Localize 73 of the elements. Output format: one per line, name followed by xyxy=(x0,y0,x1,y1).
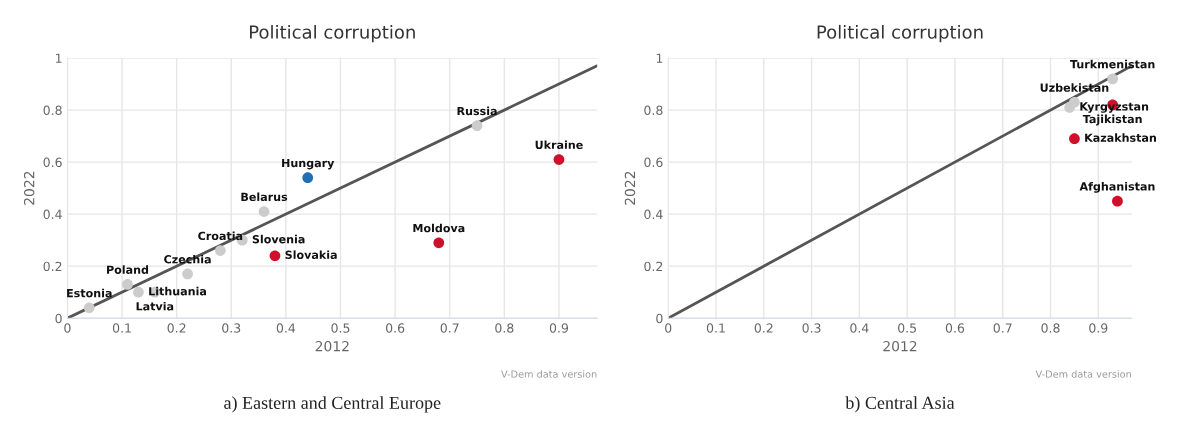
y-tick-label: 0.6 xyxy=(644,157,663,168)
annotation: Slovakia xyxy=(285,250,337,259)
y-tick-label: 0.8 xyxy=(43,105,62,116)
chart-title: Political corruption xyxy=(250,24,415,43)
x-tick-label: 0.8 xyxy=(495,323,514,333)
annotation: Russia xyxy=(457,106,497,116)
x-axis-title: 2012 xyxy=(883,340,917,352)
x-tick-label: 0 xyxy=(64,323,71,333)
x-tick-label: 0.1 xyxy=(706,323,725,333)
chart-title: Political corruption xyxy=(817,24,983,43)
text: V-Dem data version xyxy=(501,370,597,378)
y-tick-label: 1 xyxy=(55,53,62,63)
y-tick-label: 0.2 xyxy=(644,261,663,272)
y-tick-label: 0.6 xyxy=(43,157,62,168)
y-axis-title: 2022 xyxy=(23,171,35,205)
point xyxy=(1069,133,1080,145)
point xyxy=(1064,102,1076,113)
point xyxy=(269,250,281,262)
x-tick-label: 0.9 xyxy=(549,323,569,333)
y-tick-label: 1 xyxy=(656,53,663,63)
x-tick-label: 0.6 xyxy=(945,323,965,333)
annotation: Afghanistan xyxy=(1079,181,1155,193)
x-tick-label: 0 xyxy=(665,323,672,333)
x-tick-label: 0.1 xyxy=(112,323,131,333)
annotation: Tajikistan xyxy=(1082,114,1142,126)
annotation: Hungary xyxy=(282,158,335,170)
annotation: Turkmenistan xyxy=(1070,59,1155,69)
point xyxy=(1107,73,1119,85)
text: V-Dem data version xyxy=(1035,370,1131,378)
x-tick-label: 0.2 xyxy=(754,323,773,333)
y-tick-label: 0.4 xyxy=(644,209,663,220)
annotation: Belarus xyxy=(241,192,288,202)
point xyxy=(258,206,270,217)
point xyxy=(553,154,565,165)
x-tick-label: 0.4 xyxy=(850,323,869,333)
annotation: Lithuania xyxy=(149,286,207,296)
x-tick-label: 0.7 xyxy=(993,323,1012,333)
text: a) Eastern and Central Europe xyxy=(224,396,441,413)
x-tick-label: 0.5 xyxy=(898,323,917,333)
point xyxy=(133,286,144,298)
y-tick-label: 0 xyxy=(55,313,62,324)
x-tick-label: 0.6 xyxy=(386,323,405,333)
y-tick-label: 0.4 xyxy=(43,209,62,220)
point xyxy=(214,245,226,256)
x-tick-label: 0.5 xyxy=(331,323,350,333)
annotation: Ukraine xyxy=(535,140,583,150)
annotation: Slovenia xyxy=(252,234,305,244)
x-axis-title: 2012 xyxy=(315,340,349,352)
y-tick-label: 0 xyxy=(656,313,663,324)
x-tick-label: 0.3 xyxy=(802,323,821,333)
annotation: Estonia xyxy=(67,288,112,298)
y-tick-label: 0.2 xyxy=(43,261,62,272)
x-tick-label: 0.7 xyxy=(440,323,459,333)
point xyxy=(302,172,314,184)
point xyxy=(1112,195,1123,207)
annotation: Kazakhstan xyxy=(1085,133,1156,142)
x-tick-label: 0.4 xyxy=(276,323,296,333)
y-axis-title: 2022 xyxy=(624,171,636,205)
point xyxy=(122,279,133,290)
annotation: Kyrgyzstan xyxy=(1080,102,1149,113)
point xyxy=(433,237,445,249)
x-tick-label: 0.3 xyxy=(222,323,241,333)
point xyxy=(83,302,95,314)
y-tick-label: 0.8 xyxy=(644,105,663,116)
annotation: Latvia xyxy=(136,301,174,311)
annotation: Poland xyxy=(107,265,149,274)
x-tick-label: 0.2 xyxy=(167,323,186,333)
point xyxy=(471,120,483,132)
annotation: Moldova xyxy=(413,223,465,233)
x-tick-label: 0.8 xyxy=(1041,323,1060,333)
x-tick-label: 0.9 xyxy=(1089,323,1108,333)
point xyxy=(182,268,193,280)
text: b) Central Asia xyxy=(845,396,955,413)
